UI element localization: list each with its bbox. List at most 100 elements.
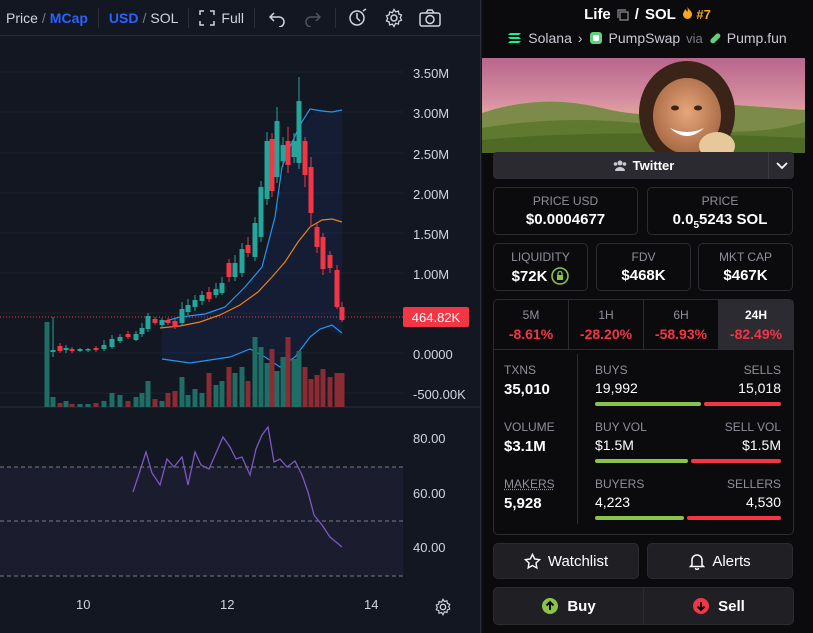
token-banner-image <box>482 58 805 153</box>
candle-body <box>269 139 275 191</box>
axis-settings-button[interactable] <box>434 598 452 616</box>
candle-body <box>334 270 340 307</box>
indicators-button[interactable] <box>340 0 376 36</box>
makers-stat: MAKERS 5,928 <box>504 477 555 512</box>
chart-plot-area[interactable]: 3.50M 3.00M 2.50M 2.00M 1.50M 1.00M 0.00… <box>0 37 481 633</box>
buys-label: BUYS <box>595 363 628 377</box>
price-toggle-label[interactable]: Price <box>6 9 38 26</box>
volume-bar <box>252 337 258 407</box>
screenshot-button[interactable] <box>412 0 448 36</box>
candle-body <box>139 328 145 334</box>
price-sol-label: PRICE <box>701 194 739 208</box>
gear-icon <box>385 7 403 28</box>
volume-bar <box>226 367 232 407</box>
dex-name[interactable]: PumpSwap <box>608 30 681 46</box>
volume-bar <box>334 373 340 407</box>
trending-rank: #7 <box>682 7 711 22</box>
y-tick-label: 2.00M <box>413 187 450 202</box>
volume-bar <box>302 367 308 407</box>
txns-value: 35,010 <box>504 381 550 398</box>
alerts-button[interactable]: Alerts <box>647 543 793 579</box>
lock-icon[interactable] <box>551 267 570 285</box>
rsi-tick-label: 80.00 <box>413 431 446 446</box>
stats-divider <box>577 354 578 524</box>
gear-icon <box>435 598 451 616</box>
launchpad-name[interactable]: Pump.fun <box>726 30 787 46</box>
candle-body <box>117 337 123 341</box>
volume-bar <box>57 403 63 407</box>
volume-bar <box>50 397 56 407</box>
rsi-band <box>0 467 403 576</box>
redo-button[interactable] <box>295 0 331 36</box>
watchlist-label: Watchlist <box>547 552 609 570</box>
tab-5m[interactable]: 5M -8.61% <box>494 300 569 349</box>
buyers-bar <box>595 516 685 520</box>
chart-settings-button[interactable] <box>376 0 412 36</box>
sell-vol-value: $1.5M <box>742 437 781 453</box>
buy-button[interactable]: Buy <box>494 588 644 624</box>
socials-dropdown-button[interactable] <box>768 152 794 179</box>
mcap-toggle-label[interactable]: MCap <box>49 9 88 26</box>
txns-stat: TXNS 35,010 <box>504 363 550 398</box>
candle-body <box>172 321 178 327</box>
candle-body <box>258 187 264 237</box>
volume-bar <box>117 395 123 407</box>
period-change: -82.49% <box>729 326 783 342</box>
y-tick-label: 2.50M <box>413 147 450 162</box>
volume-bar <box>308 379 314 407</box>
star-icon <box>523 552 541 569</box>
price-sol-card: PRICE 0.055243 SOL <box>647 187 793 235</box>
fdv-label: FDV <box>631 250 656 264</box>
candle-body <box>57 346 63 351</box>
volume-bar <box>274 371 280 407</box>
rsi-tick-label: 60.00 <box>413 486 446 501</box>
volume-row: VOLUME $3.1M BUY VOL SELL VOL $1.5M $1.5M <box>494 420 793 477</box>
toolbar-divider <box>253 7 255 28</box>
period-label: 6H <box>673 308 689 322</box>
volume-bar <box>145 381 151 407</box>
bollinger-band-fill <box>162 110 342 367</box>
period-label: 1H <box>598 308 614 322</box>
rank-value: #7 <box>696 7 711 22</box>
buyers-sellers-stat: BUYERS SELLERS 4,223 4,530 <box>595 477 781 520</box>
candle-body <box>213 289 219 295</box>
volume-bar <box>63 401 69 407</box>
price-chart[interactable] <box>0 37 481 633</box>
tab-6h[interactable]: 6H -58.93% <box>644 300 719 349</box>
tab-1h[interactable]: 1H -28.20% <box>569 300 644 349</box>
candle-body <box>245 245 251 253</box>
chain-name[interactable]: Solana <box>528 30 572 46</box>
copy-icon[interactable] <box>617 8 629 21</box>
chart-toolbar: Price / MCap USD / SOL Full <box>0 0 481 36</box>
candle-body <box>320 237 326 269</box>
volume-bar <box>172 391 178 407</box>
candle-body <box>199 295 205 301</box>
candle-body <box>291 141 297 157</box>
sellers-bar <box>687 516 781 520</box>
twitter-button[interactable]: Twitter <box>493 152 794 179</box>
via-label: via <box>686 30 703 46</box>
sell-vol-bar <box>691 459 781 463</box>
sells-value: 15,018 <box>738 380 781 396</box>
txns-label: TXNS <box>504 363 537 377</box>
price-mcap-toggle[interactable]: Price / MCap <box>0 0 94 36</box>
buyers-value: 4,223 <box>595 494 631 510</box>
candle-body <box>302 141 308 175</box>
tab-24h[interactable]: 24H -82.49% <box>719 300 793 349</box>
sellers-label: SELLERS <box>726 477 781 491</box>
buys-bar <box>595 402 702 406</box>
currency-toggle[interactable]: USD / SOL <box>103 0 184 36</box>
price-usd-label: PRICE USD <box>532 194 599 208</box>
candle-body <box>252 223 258 257</box>
sol-toggle-label[interactable]: SOL <box>150 9 179 26</box>
watchlist-button[interactable]: Watchlist <box>493 543 639 579</box>
candle-body <box>101 345 107 349</box>
twitter-label: Twitter <box>632 158 675 173</box>
liquidity-value-row: $72K <box>494 267 587 285</box>
usd-toggle-label[interactable]: USD <box>108 9 139 26</box>
upper-band-line <box>161 108 343 323</box>
sell-button[interactable]: Sell <box>644 588 793 624</box>
period-label: 5M <box>522 308 540 322</box>
undo-button[interactable] <box>259 0 295 36</box>
fullscreen-button[interactable]: Full <box>193 0 250 36</box>
